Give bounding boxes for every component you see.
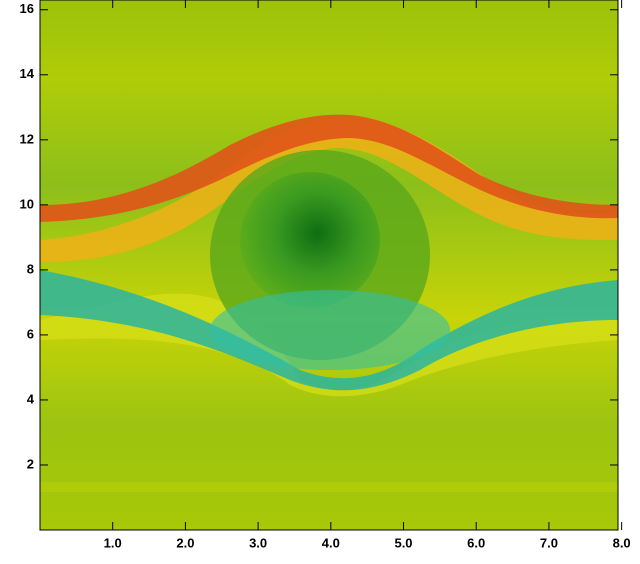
y-tick-label: 2 <box>27 456 34 471</box>
x-tick-label: 2.0 <box>176 535 194 550</box>
y-tick-label: 12 <box>20 131 34 146</box>
y-tick-label: 16 <box>20 1 34 16</box>
y-tick-label: 6 <box>27 326 34 341</box>
x-tick-label: 3.0 <box>249 535 267 550</box>
plot-frame <box>39 0 619 531</box>
field-image <box>40 0 618 530</box>
x-tick-label: 6.0 <box>467 535 485 550</box>
x-tick-label: 8.0 <box>613 535 631 550</box>
x-tick-label: 4.0 <box>322 535 340 550</box>
y-tick-label: 8 <box>27 261 34 276</box>
x-tick-label: 7.0 <box>540 535 558 550</box>
y-tick-label: 10 <box>20 196 34 211</box>
y-tick-label: 4 <box>27 391 35 406</box>
y-tick-label: 14 <box>20 66 35 81</box>
x-tick-label: 1.0 <box>104 535 122 550</box>
x-tick-label: 5.0 <box>394 535 412 550</box>
